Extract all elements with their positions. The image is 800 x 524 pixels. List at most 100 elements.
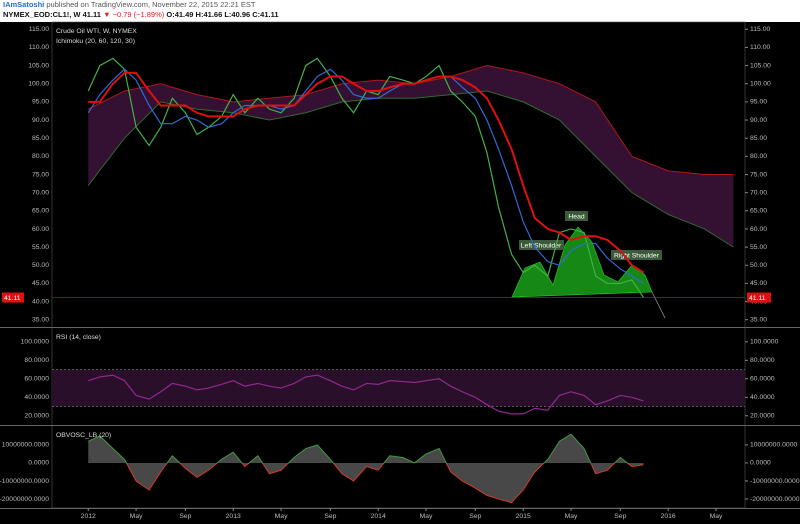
series-line [88, 374, 644, 415]
series-line [87, 68, 644, 284]
y-tick-label: 0.0000 [28, 460, 49, 467]
last: 41.11 [82, 10, 101, 19]
x-tick-label: Sep [469, 513, 481, 520]
y-tick-label-right: 45.00 [750, 280, 767, 287]
y-tick-label: -10000000.0000 [0, 478, 49, 485]
y-tick-label: 55.00 [32, 244, 49, 251]
osc-line-up [88, 433, 630, 464]
y-tick-label: 80.0000 [24, 357, 49, 364]
y-tick-label-right: 60.00 [750, 226, 767, 233]
y-tick-label-right: 35.00 [750, 317, 767, 324]
pane-subtitle: Ichimoku (20, 60, 120, 30) [56, 38, 135, 45]
x-tick-label: 2012 [81, 513, 96, 520]
x-tick-label: Sep [614, 513, 626, 520]
y-tick-label: 110.00 [29, 44, 50, 51]
osc-line-down [126, 464, 644, 504]
annotation: Head [568, 213, 584, 220]
symbol: NYMEX_EOD:CL1!, W [3, 10, 81, 19]
x-tick-label: 2013 [226, 513, 241, 520]
pattern-projection [651, 291, 666, 319]
cloud-fill [88, 65, 734, 248]
header: IAmSatoshi published on TradingView.com,… [0, 0, 800, 22]
x-tick-label: May [420, 513, 433, 520]
y-tick-label: 35.00 [32, 317, 49, 324]
annotation-box [565, 211, 588, 221]
y-tick-label: 85.00 [32, 135, 49, 142]
x-tick-label: May [565, 513, 578, 520]
y-tick-label-right: 65.00 [750, 208, 767, 215]
y-tick-label-right: 75.00 [750, 171, 767, 178]
ohlc: O:41.49 H:41.66 L:40.96 C:41.11 [166, 10, 279, 19]
y-tick-label: 60.0000 [24, 376, 49, 383]
y-tick-label-right: 105.00 [750, 62, 771, 69]
annotation-box [611, 250, 662, 260]
y-tick-label: 10000000.0000 [2, 442, 49, 449]
y-tick-label: 115.00 [29, 26, 50, 33]
y-tick-label-right: 60.0000 [750, 376, 775, 383]
x-tick-label: 2015 [516, 513, 531, 520]
y-tick-label: 100.0000 [21, 339, 50, 346]
y-tick-label: 75.00 [32, 171, 49, 178]
annotation-box [519, 240, 564, 250]
y-tick-label-right: 115.00 [750, 26, 771, 33]
x-tick-label: Sep [324, 513, 336, 520]
y-tick-label: 45.00 [32, 280, 49, 287]
pane-title: RSI (14, close) [56, 334, 101, 341]
y-tick-label-right: 80.00 [750, 153, 767, 160]
y-tick-label-right: -20000000.0000 [750, 496, 800, 503]
user[interactable]: IAmSatoshi [3, 0, 45, 9]
y-tick-label-right: 100.00 [750, 81, 771, 88]
rsi-band [52, 369, 745, 407]
y-tick-label-right: 10000000.0000 [750, 442, 797, 449]
y-tick-label-right: 20.0000 [750, 413, 775, 420]
x-tick-label: May [710, 513, 723, 520]
y-tick-label-right: 70.00 [750, 189, 767, 196]
y-tick-label: 80.00 [32, 153, 49, 160]
y-tick-label-right: 80.0000 [750, 357, 775, 364]
y-tick-label: 40.00 [32, 298, 49, 305]
pane-title: Crude Oil WTI, W, NYMEX [56, 28, 137, 35]
x-tick-label: 2014 [371, 513, 386, 520]
y-tick-label: 90.00 [32, 117, 49, 124]
last-price-label-right: 41.11 [749, 295, 766, 302]
change: ▼ −0.79 (−1.89%) [103, 10, 165, 19]
cloud-lower [87, 90, 734, 248]
y-tick-label: 50.00 [32, 262, 49, 269]
y-tick-label: 40.0000 [24, 394, 49, 401]
y-tick-label-right: 95.00 [750, 99, 767, 106]
header-line-1: IAmSatoshi published on TradingView.com,… [3, 0, 800, 10]
y-tick-label-right: 85.00 [750, 135, 767, 142]
annotation: Left Shoulder [521, 242, 562, 249]
y-tick-label: 20.0000 [24, 413, 49, 420]
y-tick-label-right: -10000000.0000 [750, 478, 800, 485]
pane-title: OBVOSC_LB (20) [56, 432, 111, 439]
y-tick-label-right: 90.00 [750, 117, 767, 124]
last-price-box [2, 292, 24, 303]
annotation: Right Shoulder [614, 252, 660, 259]
y-tick-label: 70.00 [32, 189, 49, 196]
y-tick-label-right: 55.00 [750, 244, 767, 251]
y-tick-label: 105.00 [28, 62, 49, 69]
y-tick-label: 100.00 [28, 81, 49, 88]
x-tick-label: Sep [179, 513, 191, 520]
head-shoulders-pattern [511, 226, 653, 298]
x-tick-label: May [275, 513, 288, 520]
x-tick-label: May [130, 513, 143, 520]
y-tick-label-right: 0.0000 [750, 460, 771, 467]
osc-area [88, 434, 644, 503]
header-line-2: NYMEX_EOD:CL1!, W 41.11 ▼ −0.79 (−1.89%)… [3, 10, 800, 20]
y-tick-label: 60.00 [32, 226, 49, 233]
x-tick-label: 2016 [661, 513, 676, 520]
y-tick-label: 65.00 [32, 208, 49, 215]
y-tick-label-right: 110.00 [750, 44, 771, 51]
last-price-label: 41.11 [4, 295, 21, 302]
y-tick-label-right: 50.00 [750, 262, 767, 269]
y-tick-label: 95.00 [32, 99, 49, 106]
y-tick-label-right: 40.0000 [750, 394, 775, 401]
series-line [88, 71, 645, 274]
last-price-box-right [747, 292, 771, 303]
y-tick-label-right: 100.0000 [750, 339, 779, 346]
published: published on TradingView.com, November 2… [46, 0, 256, 9]
